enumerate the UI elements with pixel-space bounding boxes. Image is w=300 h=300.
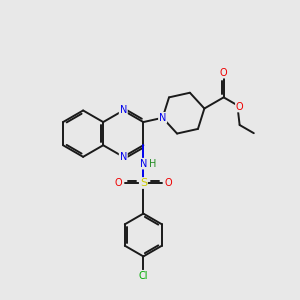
Text: N: N <box>159 113 166 123</box>
Text: N: N <box>120 106 127 116</box>
Text: O: O <box>236 102 243 112</box>
Text: O: O <box>164 178 172 188</box>
Text: S: S <box>140 178 147 188</box>
Text: H: H <box>149 159 157 169</box>
Text: O: O <box>115 178 122 188</box>
Text: Cl: Cl <box>139 271 148 281</box>
Text: O: O <box>220 68 227 78</box>
Text: N: N <box>140 159 147 169</box>
Text: N: N <box>120 152 127 162</box>
